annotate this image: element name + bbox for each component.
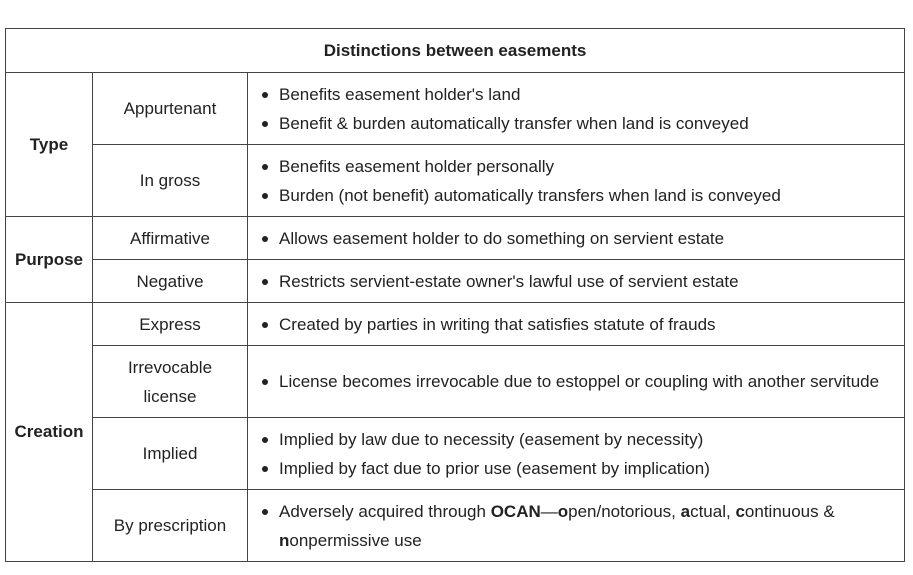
ocan-word-rest: ctual, bbox=[690, 501, 736, 521]
bullet-item: Benefit & burden automatically transfer … bbox=[261, 109, 904, 138]
bullet-list: License becomes irrevocable due to estop… bbox=[248, 367, 904, 396]
row-label: By prescription bbox=[92, 489, 248, 562]
row-description: Adversely acquired through OCAN—open/not… bbox=[246, 489, 906, 562]
ocan-letter-n: n bbox=[279, 530, 290, 550]
ocan-letter-c: c bbox=[735, 501, 745, 521]
ocan-word-rest: ontinuous & bbox=[744, 501, 835, 521]
table-row: Purpose Affirmative Allows easement hold… bbox=[5, 216, 906, 303]
row-description: Benefits easement holder personally Burd… bbox=[246, 144, 906, 217]
bullet-list: Benefits easement holder personally Burd… bbox=[248, 152, 904, 210]
group-label-creation: Creation bbox=[5, 302, 93, 562]
group-label-purpose: Purpose bbox=[5, 216, 93, 303]
table-title: Distinctions between easements bbox=[4, 28, 906, 73]
em-dash: — bbox=[540, 501, 558, 521]
table-row: By prescription Adversely acquired throu… bbox=[6, 489, 906, 562]
bullet-list: Benefits easement holder's land Benefit … bbox=[248, 80, 904, 138]
group-label-type: Type bbox=[5, 72, 93, 217]
table-row: In gross Benefits easement holder person… bbox=[6, 144, 906, 217]
bullet-item: Implied by law due to necessity (easemen… bbox=[261, 425, 904, 454]
row-description: Benefits easement holder's land Benefit … bbox=[246, 72, 906, 145]
row-label: Appurtenant bbox=[92, 72, 248, 145]
bullet-item: Restricts servient-estate owner's lawful… bbox=[261, 267, 904, 296]
table-row: Creation Express Created by parties in w… bbox=[5, 302, 906, 562]
table-row: Implied Implied by law due to necessity … bbox=[6, 417, 906, 490]
bullet-list: Restricts servient-estate owner's lawful… bbox=[248, 267, 904, 296]
table-row: Type Appurtenant Benefits easement holde… bbox=[5, 72, 906, 217]
easement-distinctions-table: Distinctions between easements Type Appu… bbox=[4, 28, 906, 562]
ocan-word-rest: pen/notorious, bbox=[568, 501, 681, 521]
table-row: Irrevocable license License becomes irrev… bbox=[6, 345, 906, 418]
prescription-prefix: Adversely acquired through bbox=[279, 501, 491, 521]
row-description: Implied by law due to necessity (easemen… bbox=[246, 417, 906, 490]
ocan-letter-o: o bbox=[557, 501, 569, 521]
row-label: In gross bbox=[92, 144, 248, 217]
bullet-item: Burden (not benefit) automatically trans… bbox=[261, 181, 904, 210]
row-label: Express bbox=[92, 302, 248, 346]
bullet-item: Benefits easement holder personally bbox=[261, 152, 904, 181]
bullet-item: Benefits easement holder's land bbox=[261, 80, 904, 109]
row-description: Allows easement holder to do something o… bbox=[246, 216, 906, 260]
ocan-letter-a: a bbox=[680, 501, 691, 521]
bullet-item: Allows easement holder to do something o… bbox=[261, 224, 904, 253]
bullet-item: License becomes irrevocable due to estop… bbox=[261, 367, 904, 396]
bullet-item: Adversely acquired through OCAN—open/not… bbox=[261, 497, 904, 555]
ocan-acronym: OCAN bbox=[490, 501, 541, 521]
bullet-item: Implied by fact due to prior use (easeme… bbox=[261, 454, 904, 483]
row-label: Negative bbox=[92, 259, 248, 303]
bullet-list: Implied by law due to necessity (easemen… bbox=[248, 425, 904, 483]
row-label: Implied bbox=[92, 417, 248, 490]
table-row: Negative Restricts servient-estate owner… bbox=[6, 259, 906, 303]
bullet-list: Created by parties in writing that satis… bbox=[248, 310, 904, 339]
row-description: Created by parties in writing that satis… bbox=[246, 302, 906, 346]
row-label-line: license bbox=[143, 386, 197, 406]
bullet-list: Allows easement holder to do something o… bbox=[248, 224, 904, 253]
row-description: License becomes irrevocable due to estop… bbox=[246, 345, 906, 418]
row-label: Affirmative bbox=[92, 216, 248, 260]
row-description: Restricts servient-estate owner's lawful… bbox=[246, 259, 906, 303]
row-label-line: Irrevocable bbox=[127, 357, 213, 377]
bullet-item: Created by parties in writing that satis… bbox=[261, 310, 904, 339]
row-label: Irrevocable license bbox=[92, 345, 248, 418]
ocan-word-rest: onpermissive use bbox=[289, 530, 422, 550]
bullet-list: Adversely acquired through OCAN—open/not… bbox=[248, 497, 904, 555]
